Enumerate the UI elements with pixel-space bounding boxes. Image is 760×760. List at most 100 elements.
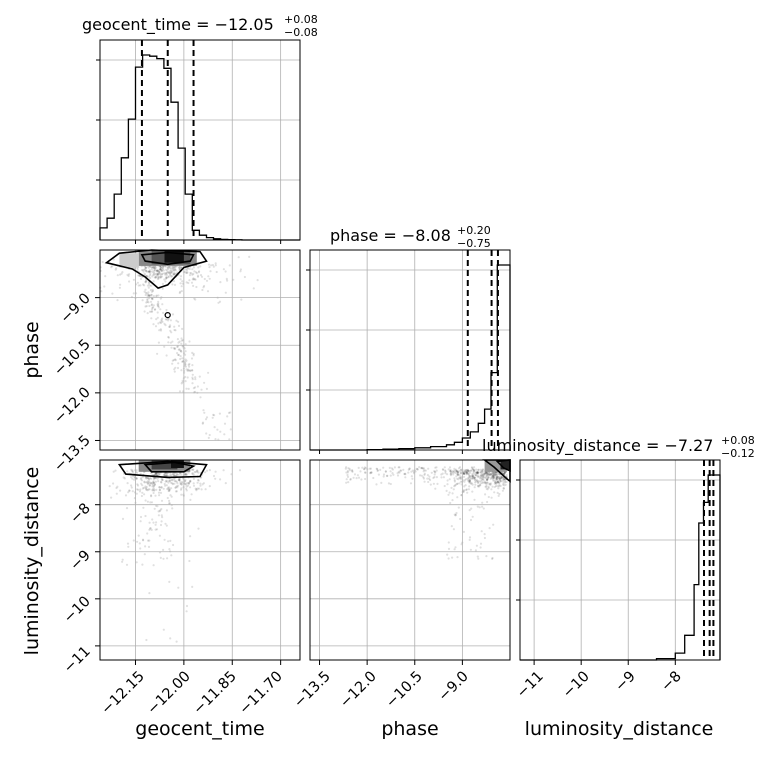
scatter-point-time-phase — [210, 264, 213, 267]
scatter-point-time-phase — [184, 353, 187, 356]
scatter-point-phase-lumdist — [449, 471, 452, 474]
scatter-point-phase-lumdist — [402, 468, 405, 471]
scatter-point-time-lumdist — [141, 484, 144, 487]
scatter-point-phase-lumdist — [458, 476, 461, 479]
scatter-point-phase-lumdist — [503, 478, 506, 481]
scatter-point-phase-lumdist — [476, 471, 479, 474]
scatter-point-time-phase — [193, 278, 196, 281]
scatter-point-phase-lumdist — [389, 470, 392, 473]
scatter-point-time-phase — [154, 273, 158, 276]
scatter-point-time-phase — [177, 348, 180, 351]
scatter-point-time-phase — [188, 279, 191, 282]
scatter-point-time-phase — [157, 302, 160, 305]
scatter-point-time-phase — [184, 350, 187, 353]
scatter-point-time-phase — [150, 293, 153, 297]
scatter-point-time-phase — [171, 359, 174, 362]
scatter-point-time-lumdist — [145, 487, 148, 491]
scatter-point-phase-lumdist — [503, 472, 506, 475]
scatter-point-time-phase — [161, 272, 164, 275]
scatter-point-phase-lumdist — [484, 481, 487, 484]
scatter-point-time-phase — [138, 274, 142, 278]
scatter-point-time-phase — [157, 269, 160, 272]
scatter-point-phase-lumdist — [449, 469, 452, 473]
scatter-point-time-phase — [153, 276, 156, 279]
scatter-point-phase-lumdist — [464, 478, 467, 482]
scatter-point-time-lumdist — [155, 488, 158, 491]
scatter-point-phase-lumdist — [427, 480, 430, 484]
scatter-point-time-phase — [181, 381, 184, 384]
scatter-point-phase-lumdist — [454, 471, 457, 475]
scatter-point-phase-lumdist — [465, 471, 468, 474]
scatter-point-phase-lumdist — [359, 470, 362, 473]
scatter-point-phase-lumdist — [466, 472, 469, 475]
scatter-point-time-phase — [145, 305, 148, 308]
scatter-point-phase-lumdist — [450, 472, 453, 475]
scatter-point-phase-lumdist — [460, 468, 463, 471]
scatter-point-time-phase — [194, 376, 197, 379]
scatter-point-phase-lumdist — [376, 467, 379, 471]
scatter-point-time-lumdist — [158, 486, 161, 489]
scatter-point-time-lumdist — [146, 500, 149, 503]
scatter-point-time-phase — [186, 376, 189, 379]
scatter-point-phase-lumdist — [345, 466, 348, 469]
scatter-point-time-phase — [176, 345, 179, 348]
scatter-point-phase-lumdist — [464, 470, 467, 473]
scatter-point-time-phase — [170, 271, 173, 274]
scatter-point-phase-lumdist — [454, 546, 457, 549]
scatter-point-time-phase — [168, 325, 171, 328]
scatter-point-time-phase — [168, 267, 171, 270]
scatter-point-time-phase — [143, 284, 146, 287]
scatter-point-time-phase — [180, 369, 183, 372]
scatter-point-phase-lumdist — [504, 480, 507, 483]
scatter-point-phase-lumdist — [486, 481, 489, 484]
scatter-point-time-phase — [156, 352, 159, 355]
scatter-point-time-phase — [152, 280, 155, 283]
scatter-point-phase-lumdist — [434, 466, 437, 469]
scatter-point-phase-lumdist — [494, 471, 497, 474]
scatter-point-time-lumdist — [169, 479, 172, 482]
scatter-point-time-phase — [198, 375, 201, 378]
scatter-point-time-lumdist — [174, 474, 177, 477]
scatter-point-phase-lumdist — [384, 470, 387, 473]
scatter-point-phase-lumdist — [469, 469, 473, 472]
scatter-point-phase-lumdist — [346, 471, 349, 474]
scatter-point-time-phase — [174, 269, 177, 272]
scatter-point-time-lumdist — [169, 539, 172, 543]
scatter-point-time-phase — [209, 270, 212, 273]
scatter-point-time-phase — [187, 387, 190, 390]
scatter-point-time-lumdist — [133, 478, 136, 481]
scatter-point-phase-lumdist — [444, 470, 447, 473]
scatter-point-phase-lumdist — [475, 471, 478, 474]
scatter-point-time-lumdist — [187, 482, 191, 485]
scatter-point-time-lumdist — [171, 483, 174, 486]
panel-frame-1-0 — [99, 249, 301, 451]
scatter-point-phase-lumdist — [463, 475, 466, 478]
scatter-point-time-lumdist — [148, 592, 151, 595]
scatter-point-phase-lumdist — [357, 476, 361, 479]
scatter-point-time-phase — [138, 274, 141, 277]
scatter-point-time-phase — [240, 298, 243, 301]
scatter-point-time-phase — [159, 297, 162, 300]
scatter-point-phase-lumdist — [466, 479, 469, 482]
scatter-point-time-lumdist — [125, 507, 129, 510]
scatter-point-time-phase — [191, 268, 194, 271]
scatter-point-time-lumdist — [148, 539, 151, 542]
scatter-point-time-lumdist — [189, 486, 192, 489]
scatter-point-phase-lumdist — [499, 480, 502, 483]
scatter-point-time-phase — [112, 258, 115, 261]
scatter-point-time-phase — [145, 292, 148, 295]
scatter-point-time-lumdist — [140, 479, 144, 482]
scatter-point-phase-lumdist — [469, 474, 472, 478]
scatter-point-time-lumdist — [152, 477, 155, 480]
scatter-point-phase-lumdist — [493, 482, 496, 485]
scatter-point-phase-lumdist — [473, 469, 476, 472]
scatter-point-phase-lumdist — [479, 484, 482, 487]
title-geocent-time-minus: −0.08 — [284, 26, 318, 39]
scatter-point-time-phase — [159, 275, 162, 278]
scatter-point-phase-lumdist — [487, 477, 490, 480]
scatter-point-phase-lumdist — [465, 469, 468, 472]
panel-frame-2-0 — [99, 459, 301, 661]
scatter-point-phase-lumdist — [386, 474, 389, 477]
scatter-point-time-lumdist — [181, 482, 184, 485]
scatter-point-phase-lumdist — [448, 478, 451, 481]
